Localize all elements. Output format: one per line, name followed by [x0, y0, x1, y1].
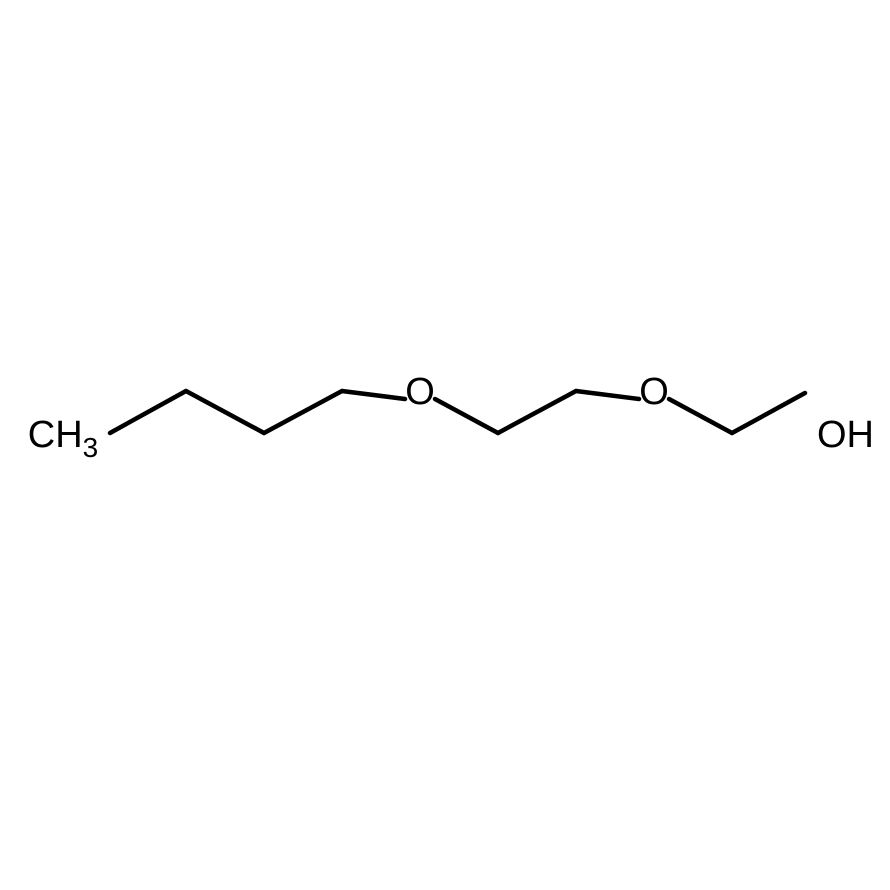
- bond-line: [110, 391, 186, 433]
- atom-labels-group: CH3 O O OH: [28, 371, 874, 463]
- bond-line: [732, 393, 805, 433]
- atom-label-oh: OH: [817, 414, 874, 456]
- bond-line: [498, 391, 576, 433]
- bond-line: [264, 391, 342, 433]
- bonds-group: [110, 391, 805, 433]
- atom-label-ch3: CH3: [28, 414, 98, 463]
- bond-line: [342, 391, 405, 399]
- atom-label-o1: O: [405, 371, 435, 413]
- atom-label-o2: O: [639, 371, 669, 413]
- bond-line: [576, 391, 639, 399]
- bond-line: [435, 399, 498, 433]
- bond-line: [186, 391, 264, 433]
- molecule-diagram: CH3 O O OH: [0, 0, 890, 890]
- bond-line: [669, 399, 732, 433]
